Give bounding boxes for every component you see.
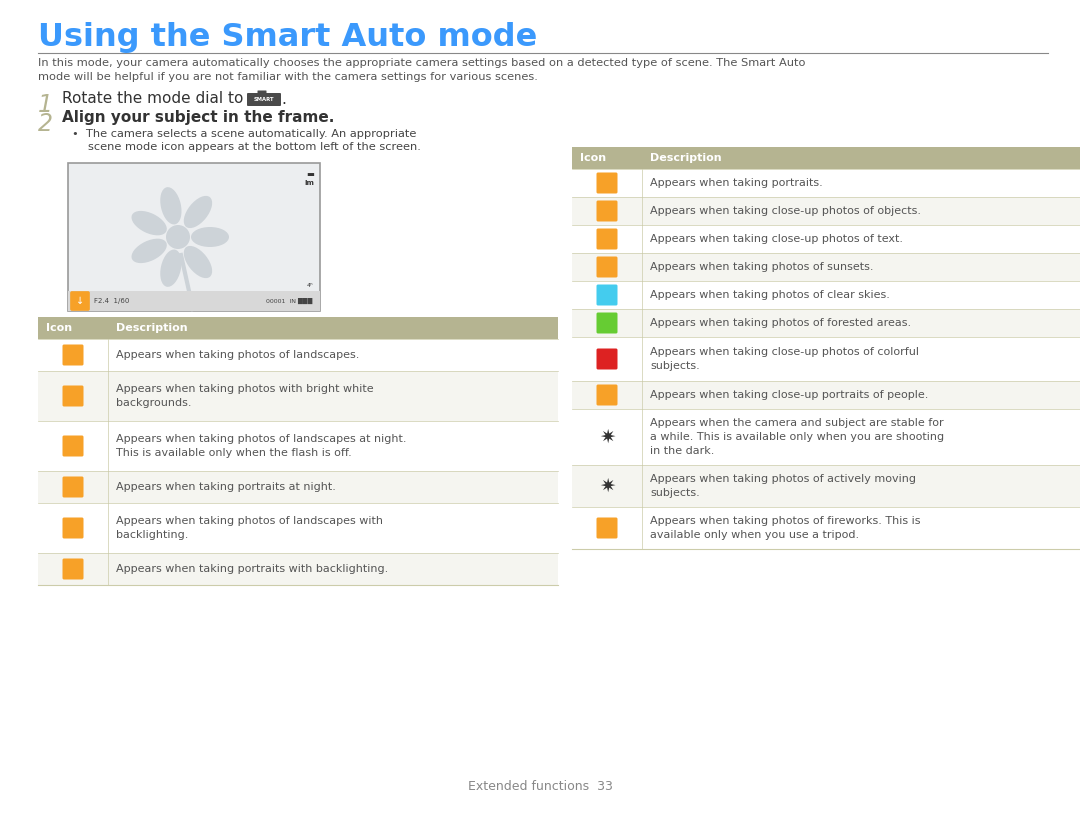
Bar <box>38 471 558 503</box>
Text: Appears when taking photos of landscapes with
backlighting.: Appears when taking photos of landscapes… <box>116 516 383 540</box>
Text: Icon: Icon <box>580 153 606 163</box>
Bar <box>38 339 558 371</box>
FancyBboxPatch shape <box>63 345 83 365</box>
Text: ✷: ✷ <box>598 428 616 447</box>
FancyBboxPatch shape <box>63 518 83 539</box>
Bar <box>572 147 1080 169</box>
Text: Appears when taking close-up photos of colorful
subjects.: Appears when taking close-up photos of c… <box>650 347 919 371</box>
Text: Appears when taking photos of forested areas.: Appears when taking photos of forested a… <box>650 318 912 328</box>
Text: Description: Description <box>116 323 188 333</box>
Bar <box>38 421 558 471</box>
Text: Appears when taking photos of landscapes.: Appears when taking photos of landscapes… <box>116 350 360 360</box>
Text: Appears when taking close-up portraits of people.: Appears when taking close-up portraits o… <box>650 390 929 400</box>
Text: •  The camera selects a scene automatically. An appropriate: • The camera selects a scene automatical… <box>72 129 417 139</box>
Text: Appears when taking portraits with backlighting.: Appears when taking portraits with backl… <box>116 564 388 574</box>
Text: 4ⁿ: 4ⁿ <box>307 283 313 288</box>
Text: Rotate the mode dial to: Rotate the mode dial to <box>62 91 243 106</box>
Text: Appears when taking photos of landscapes at night.
This is available only when t: Appears when taking photos of landscapes… <box>116 434 406 458</box>
Bar <box>572 409 1080 465</box>
Text: Appears when the camera and subject are stable for
a while. This is available on: Appears when the camera and subject are … <box>650 418 944 456</box>
Text: mode will be helpful if you are not familiar with the camera settings for variou: mode will be helpful if you are not fami… <box>38 72 538 82</box>
Text: Appears when taking photos with bright white
backgrounds.: Appears when taking photos with bright w… <box>116 384 374 408</box>
Bar <box>38 371 558 421</box>
Text: 2: 2 <box>38 112 53 136</box>
Text: 00001  IN ███: 00001 IN ███ <box>266 298 312 304</box>
Text: ▬: ▬ <box>306 170 314 179</box>
FancyBboxPatch shape <box>63 558 83 579</box>
FancyBboxPatch shape <box>257 90 267 95</box>
Text: Appears when taking photos of clear skies.: Appears when taking photos of clear skie… <box>650 290 890 300</box>
FancyBboxPatch shape <box>596 284 618 306</box>
Ellipse shape <box>132 239 166 263</box>
Bar <box>572 169 1080 197</box>
Text: scene mode icon appears at the bottom left of the screen.: scene mode icon appears at the bottom le… <box>87 142 421 152</box>
Text: Appears when taking photos of sunsets.: Appears when taking photos of sunsets. <box>650 262 874 272</box>
FancyBboxPatch shape <box>596 518 618 539</box>
Text: Appears when taking photos of actively moving
subjects.: Appears when taking photos of actively m… <box>650 474 916 498</box>
Ellipse shape <box>184 196 212 228</box>
Bar <box>572 337 1080 381</box>
Bar <box>572 281 1080 309</box>
Text: Using the Smart Auto mode: Using the Smart Auto mode <box>38 22 537 53</box>
Bar <box>572 465 1080 507</box>
Bar <box>68 291 320 311</box>
Bar <box>572 197 1080 225</box>
Text: F2.4  1/60: F2.4 1/60 <box>94 298 130 304</box>
Ellipse shape <box>132 211 166 236</box>
Bar <box>38 503 558 553</box>
Bar <box>572 309 1080 337</box>
Bar <box>68 163 320 311</box>
FancyBboxPatch shape <box>63 435 83 456</box>
Bar <box>38 553 558 585</box>
FancyBboxPatch shape <box>596 312 618 333</box>
Text: ✷: ✷ <box>598 477 616 496</box>
Bar <box>572 225 1080 253</box>
FancyBboxPatch shape <box>596 385 618 406</box>
Ellipse shape <box>184 246 212 278</box>
Text: .: . <box>281 92 286 107</box>
Bar <box>38 317 558 339</box>
Ellipse shape <box>160 249 181 287</box>
Text: Icon: Icon <box>46 323 72 333</box>
Text: Extended functions  33: Extended functions 33 <box>468 780 612 793</box>
Text: Appears when taking portraits.: Appears when taking portraits. <box>650 178 823 188</box>
FancyBboxPatch shape <box>596 173 618 193</box>
Text: ↓: ↓ <box>76 296 84 306</box>
FancyBboxPatch shape <box>63 385 83 407</box>
Text: Description: Description <box>650 153 721 163</box>
Text: Appears when taking close-up photos of text.: Appears when taking close-up photos of t… <box>650 234 903 244</box>
Ellipse shape <box>191 227 229 247</box>
Ellipse shape <box>166 225 190 249</box>
FancyBboxPatch shape <box>71 292 89 310</box>
FancyBboxPatch shape <box>247 93 281 106</box>
Text: SMART: SMART <box>254 97 274 102</box>
Ellipse shape <box>160 187 181 224</box>
Bar <box>572 253 1080 281</box>
FancyBboxPatch shape <box>596 257 618 277</box>
FancyBboxPatch shape <box>63 477 83 497</box>
FancyBboxPatch shape <box>596 228 618 249</box>
Text: SMART: SMART <box>296 291 313 296</box>
Text: Align your subject in the frame.: Align your subject in the frame. <box>62 110 335 125</box>
Text: 1: 1 <box>38 93 53 117</box>
Text: Appears when taking photos of fireworks. This is
available only when you use a t: Appears when taking photos of fireworks.… <box>650 516 920 540</box>
Bar <box>572 381 1080 409</box>
Text: Appears when taking close-up photos of objects.: Appears when taking close-up photos of o… <box>650 206 921 216</box>
Text: Appears when taking portraits at night.: Appears when taking portraits at night. <box>116 482 336 492</box>
Text: Im: Im <box>305 180 314 186</box>
FancyBboxPatch shape <box>596 349 618 369</box>
Bar <box>572 507 1080 549</box>
FancyBboxPatch shape <box>596 200 618 222</box>
Text: In this mode, your camera automatically chooses the appropriate camera settings : In this mode, your camera automatically … <box>38 58 806 68</box>
